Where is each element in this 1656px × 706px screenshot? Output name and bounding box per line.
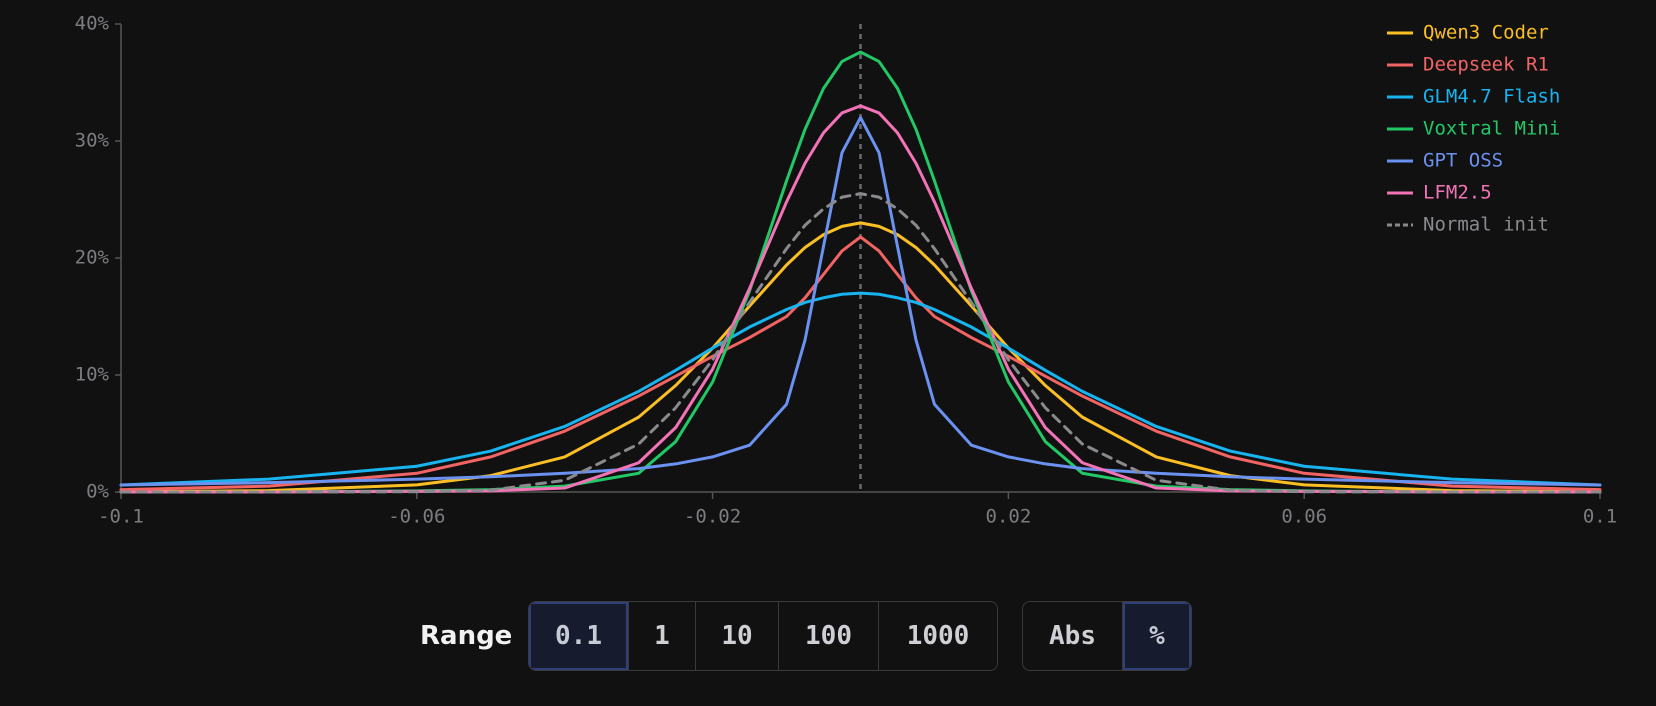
series-line	[119, 104, 1602, 494]
range-label: Range	[420, 621, 513, 651]
y-tick-label: 0%	[86, 481, 109, 503]
x-tick-label: -0.1	[98, 506, 144, 528]
range-button[interactable]: 10	[696, 602, 779, 670]
legend-label: Qwen3 Coder	[1423, 22, 1549, 44]
x-tick-label: 0.06	[1281, 506, 1327, 528]
x-tick-label: 0.1	[1583, 506, 1617, 528]
series-line	[119, 192, 1602, 494]
y-tick-label: 10%	[75, 364, 110, 386]
series-line	[119, 221, 1602, 494]
x-tick-label: 0.02	[986, 506, 1032, 528]
range-button[interactable]: 0.1	[529, 602, 629, 670]
range-button[interactable]: 100	[779, 602, 879, 670]
legend-label: LFM2.5	[1423, 182, 1492, 204]
mode-group: Abs %	[1022, 601, 1192, 671]
range-button[interactable]: 1000	[906, 621, 970, 651]
legend-label: Deepseek R1	[1423, 54, 1549, 76]
y-tick-label: 20%	[75, 247, 110, 269]
legend-label: Normal init	[1423, 214, 1549, 236]
range-button[interactable]: 1	[629, 602, 696, 670]
series-line	[119, 291, 1602, 487]
y-tick-label: 30%	[75, 130, 110, 152]
y-tick-label: 40%	[75, 13, 110, 35]
series-line	[119, 235, 1602, 492]
mode-button[interactable]: Abs	[1023, 602, 1123, 670]
controls: Range 0.1 1 10 100 1000 Abs %	[0, 601, 1656, 671]
series-line	[119, 116, 1602, 487]
range-group: 0.1 1 10 100 1000	[528, 601, 998, 671]
legend-label: Voxtral Mini	[1423, 118, 1560, 140]
x-tick-label: -0.02	[684, 506, 741, 528]
x-tick-label: -0.06	[388, 506, 445, 528]
series-line	[119, 50, 1602, 494]
legend-label: GLM4.7 Flash	[1423, 86, 1560, 108]
mode-button[interactable]: %	[1123, 602, 1191, 670]
legend-label: GPT OSS	[1423, 150, 1503, 172]
chart: 0% 10% 20% 30% 40% -0.1 -0.06 -0.02 0.02 0.06 0.1 Q…	[75, 13, 1617, 528]
